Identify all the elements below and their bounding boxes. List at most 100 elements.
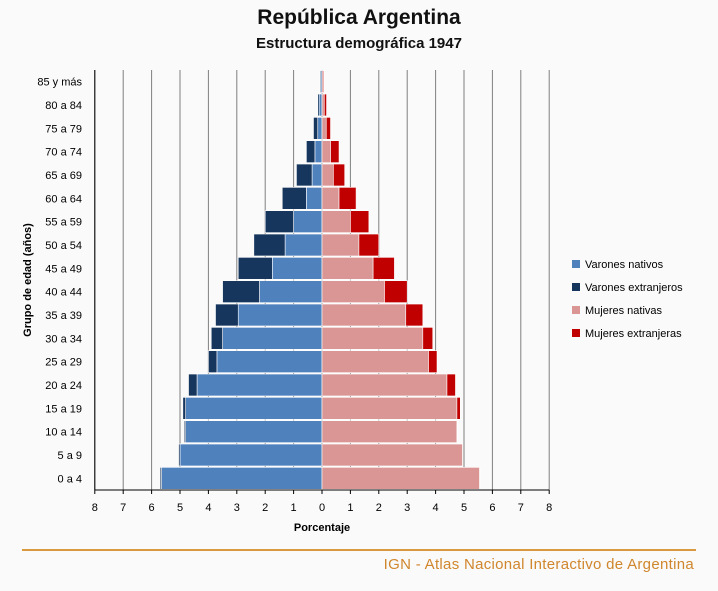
x-tick-label: 3	[234, 502, 240, 514]
y-axis-title: Grupo de edad (años)	[22, 223, 34, 337]
bar-varones-nativos	[185, 420, 323, 443]
y-tick-label: 50 a 54	[45, 240, 82, 252]
bar-mujeres-extranjeras	[323, 93, 327, 117]
bar-varones-extranjeros	[215, 303, 239, 327]
bar-varones-extranjeros	[182, 397, 186, 420]
bars	[159, 70, 481, 490]
bar-varones-extranjeros	[159, 467, 162, 490]
y-tick-label: 40 a 44	[45, 287, 82, 299]
bar-mujeres-nativas	[321, 350, 429, 373]
bar-mujeres-nativas	[321, 373, 448, 397]
bar-varones-nativos	[306, 187, 323, 210]
y-tick-label: 45 a 49	[45, 263, 82, 275]
bar-varones-extranjeros	[222, 280, 260, 303]
bar-varones-nativos	[318, 93, 323, 117]
bar-mujeres-nativas	[321, 117, 327, 140]
bar-varones-nativos	[293, 210, 323, 233]
bar-varones-extranjeros	[306, 140, 316, 163]
bar-mujeres-nativas	[321, 443, 463, 467]
bar-mujeres-nativas	[321, 257, 374, 280]
bar-mujeres-extranjeras	[456, 397, 461, 420]
x-tick-label: 7	[120, 502, 126, 514]
bar-varones-nativos	[222, 327, 323, 350]
bar-mujeres-extranjeras	[462, 443, 464, 467]
bar-varones-extranjeros	[313, 117, 319, 140]
bar-mujeres-nativas	[321, 467, 480, 490]
x-tick-label: 1	[347, 502, 353, 514]
x-axis-title: Porcentaje	[294, 522, 350, 534]
bar-varones-extranjeros	[237, 257, 273, 280]
x-tick-label: 2	[376, 502, 382, 514]
grid-lines	[94, 70, 550, 490]
bar-mujeres-extranjeras	[479, 467, 481, 490]
bar-varones-extranjeros	[183, 420, 186, 443]
bar-mujeres-extranjeras	[428, 350, 438, 373]
bar-varones-extranjeros	[296, 163, 313, 187]
y-tick-label: 30 a 34	[45, 333, 82, 345]
y-tick-label: 85 y más	[37, 77, 82, 89]
x-tick-label: 3	[404, 502, 410, 514]
legend-label: Mujeres nativas	[585, 305, 663, 317]
bar-mujeres-extranjeras	[333, 163, 346, 187]
y-tick-label: 25 a 29	[45, 357, 82, 369]
x-tick-label: 1	[291, 502, 297, 514]
legend-swatch	[572, 306, 580, 314]
bar-mujeres-nativas	[321, 210, 351, 233]
bar-mujeres-extranjeras	[372, 257, 395, 280]
bar-mujeres-nativas	[321, 420, 458, 443]
y-tick-label: 60 a 64	[45, 193, 82, 205]
bar-varones-extranjeros	[188, 373, 198, 397]
y-tick-label: 35 a 39	[45, 310, 82, 322]
x-tick-label: 6	[149, 502, 155, 514]
bar-mujeres-nativas	[321, 397, 458, 420]
x-tick-label: 6	[489, 502, 495, 514]
legend: Varones nativos Varones extranjeros Mujere…	[572, 259, 683, 340]
bar-mujeres-extranjeras	[323, 70, 325, 93]
bar-mujeres-extranjeras	[405, 303, 424, 327]
x-tick-label: 4	[205, 502, 211, 514]
bar-mujeres-extranjeras	[325, 117, 331, 140]
x-tick-label: 4	[433, 502, 439, 514]
y-tick-label: 10 a 14	[45, 427, 82, 439]
bar-varones-nativos	[216, 350, 323, 373]
bar-mujeres-nativas	[321, 187, 340, 210]
bar-mujeres-nativas	[321, 280, 385, 303]
bar-varones-extranjeros	[178, 443, 181, 467]
bar-varones-nativos	[161, 467, 323, 490]
y-tick-label: 75 a 79	[45, 123, 82, 135]
bar-varones-extranjeros	[317, 93, 320, 117]
chart-subtitle: Estructura demográfica 1947	[256, 35, 462, 52]
y-tick-label: 70 a 74	[45, 147, 82, 159]
bar-varones-extranjeros	[253, 233, 286, 257]
legend-label: Varones extranjeros	[585, 282, 683, 294]
bar-varones-extranjeros	[281, 187, 307, 210]
x-tick-label: 5	[177, 502, 183, 514]
bar-varones-nativos	[179, 443, 323, 467]
bar-varones-nativos	[271, 257, 323, 280]
bar-mujeres-extranjeras	[384, 280, 408, 303]
bar-varones-extranjeros	[208, 350, 218, 373]
bar-varones-nativos	[196, 373, 323, 397]
legend-swatch	[572, 329, 580, 337]
y-tick-label: 5 a 9	[58, 450, 82, 462]
bar-varones-nativos	[317, 117, 323, 140]
y-tick-label: 0 a 4	[58, 473, 82, 485]
bar-varones-nativos	[185, 397, 323, 420]
x-tick-label: 0	[319, 502, 325, 514]
bar-mujeres-extranjeras	[330, 140, 340, 163]
x-tick-label: 8	[546, 502, 552, 514]
bar-mujeres-extranjeras	[422, 327, 434, 350]
chart-title: República Argentina	[257, 6, 461, 29]
legend-label: Varones nativos	[585, 259, 664, 271]
bar-varones-nativos	[314, 140, 323, 163]
x-tick-label: 8	[92, 502, 98, 514]
bar-varones-nativos	[259, 280, 323, 303]
bar-mujeres-nativas	[321, 93, 325, 117]
bar-varones-extranjeros	[319, 70, 321, 93]
y-tick-label: 65 a 69	[45, 170, 82, 182]
bar-mujeres-extranjeras	[338, 187, 357, 210]
legend-label: Mujeres extranjeras	[585, 328, 682, 340]
bar-varones-extranjeros	[264, 210, 294, 233]
